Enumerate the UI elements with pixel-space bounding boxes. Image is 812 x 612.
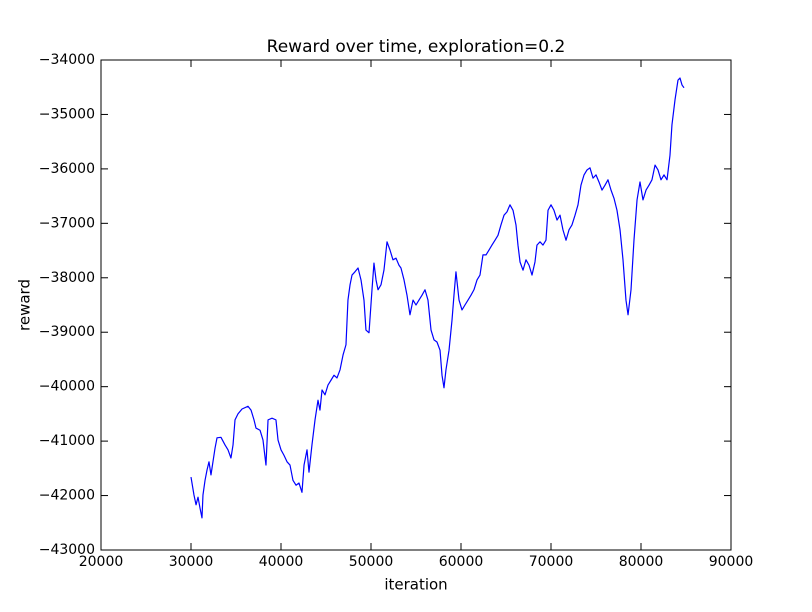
y-axis-label: reward bbox=[16, 279, 34, 331]
data-line bbox=[190, 77, 685, 519]
y-tick-label: −42000 bbox=[39, 488, 95, 504]
y-tick-label: −36000 bbox=[39, 161, 95, 177]
y-tick-label: −35000 bbox=[39, 106, 95, 122]
x-tick-label: 20000 bbox=[79, 554, 124, 570]
y-tick-label: −40000 bbox=[39, 379, 95, 395]
x-tick-label: 30000 bbox=[169, 554, 214, 570]
x-tick-label: 70000 bbox=[529, 554, 574, 570]
y-tick-label: −41000 bbox=[39, 433, 95, 449]
y-tick-label: −37000 bbox=[39, 215, 95, 231]
x-axis-label: iteration bbox=[384, 576, 447, 594]
y-tick-label: −43000 bbox=[39, 542, 95, 558]
x-tick-label: 90000 bbox=[709, 554, 754, 570]
x-tick-label: 40000 bbox=[259, 554, 304, 570]
x-tick-label: 60000 bbox=[439, 554, 484, 570]
y-tick-label: −34000 bbox=[39, 52, 95, 68]
x-tick-label: 50000 bbox=[349, 554, 394, 570]
y-tick-label: −39000 bbox=[39, 324, 95, 340]
plot-frame bbox=[100, 59, 732, 551]
y-tick-label: −38000 bbox=[39, 270, 95, 286]
chart-title: Reward over time, exploration=0.2 bbox=[267, 37, 566, 57]
x-tick-label: 80000 bbox=[619, 554, 664, 570]
